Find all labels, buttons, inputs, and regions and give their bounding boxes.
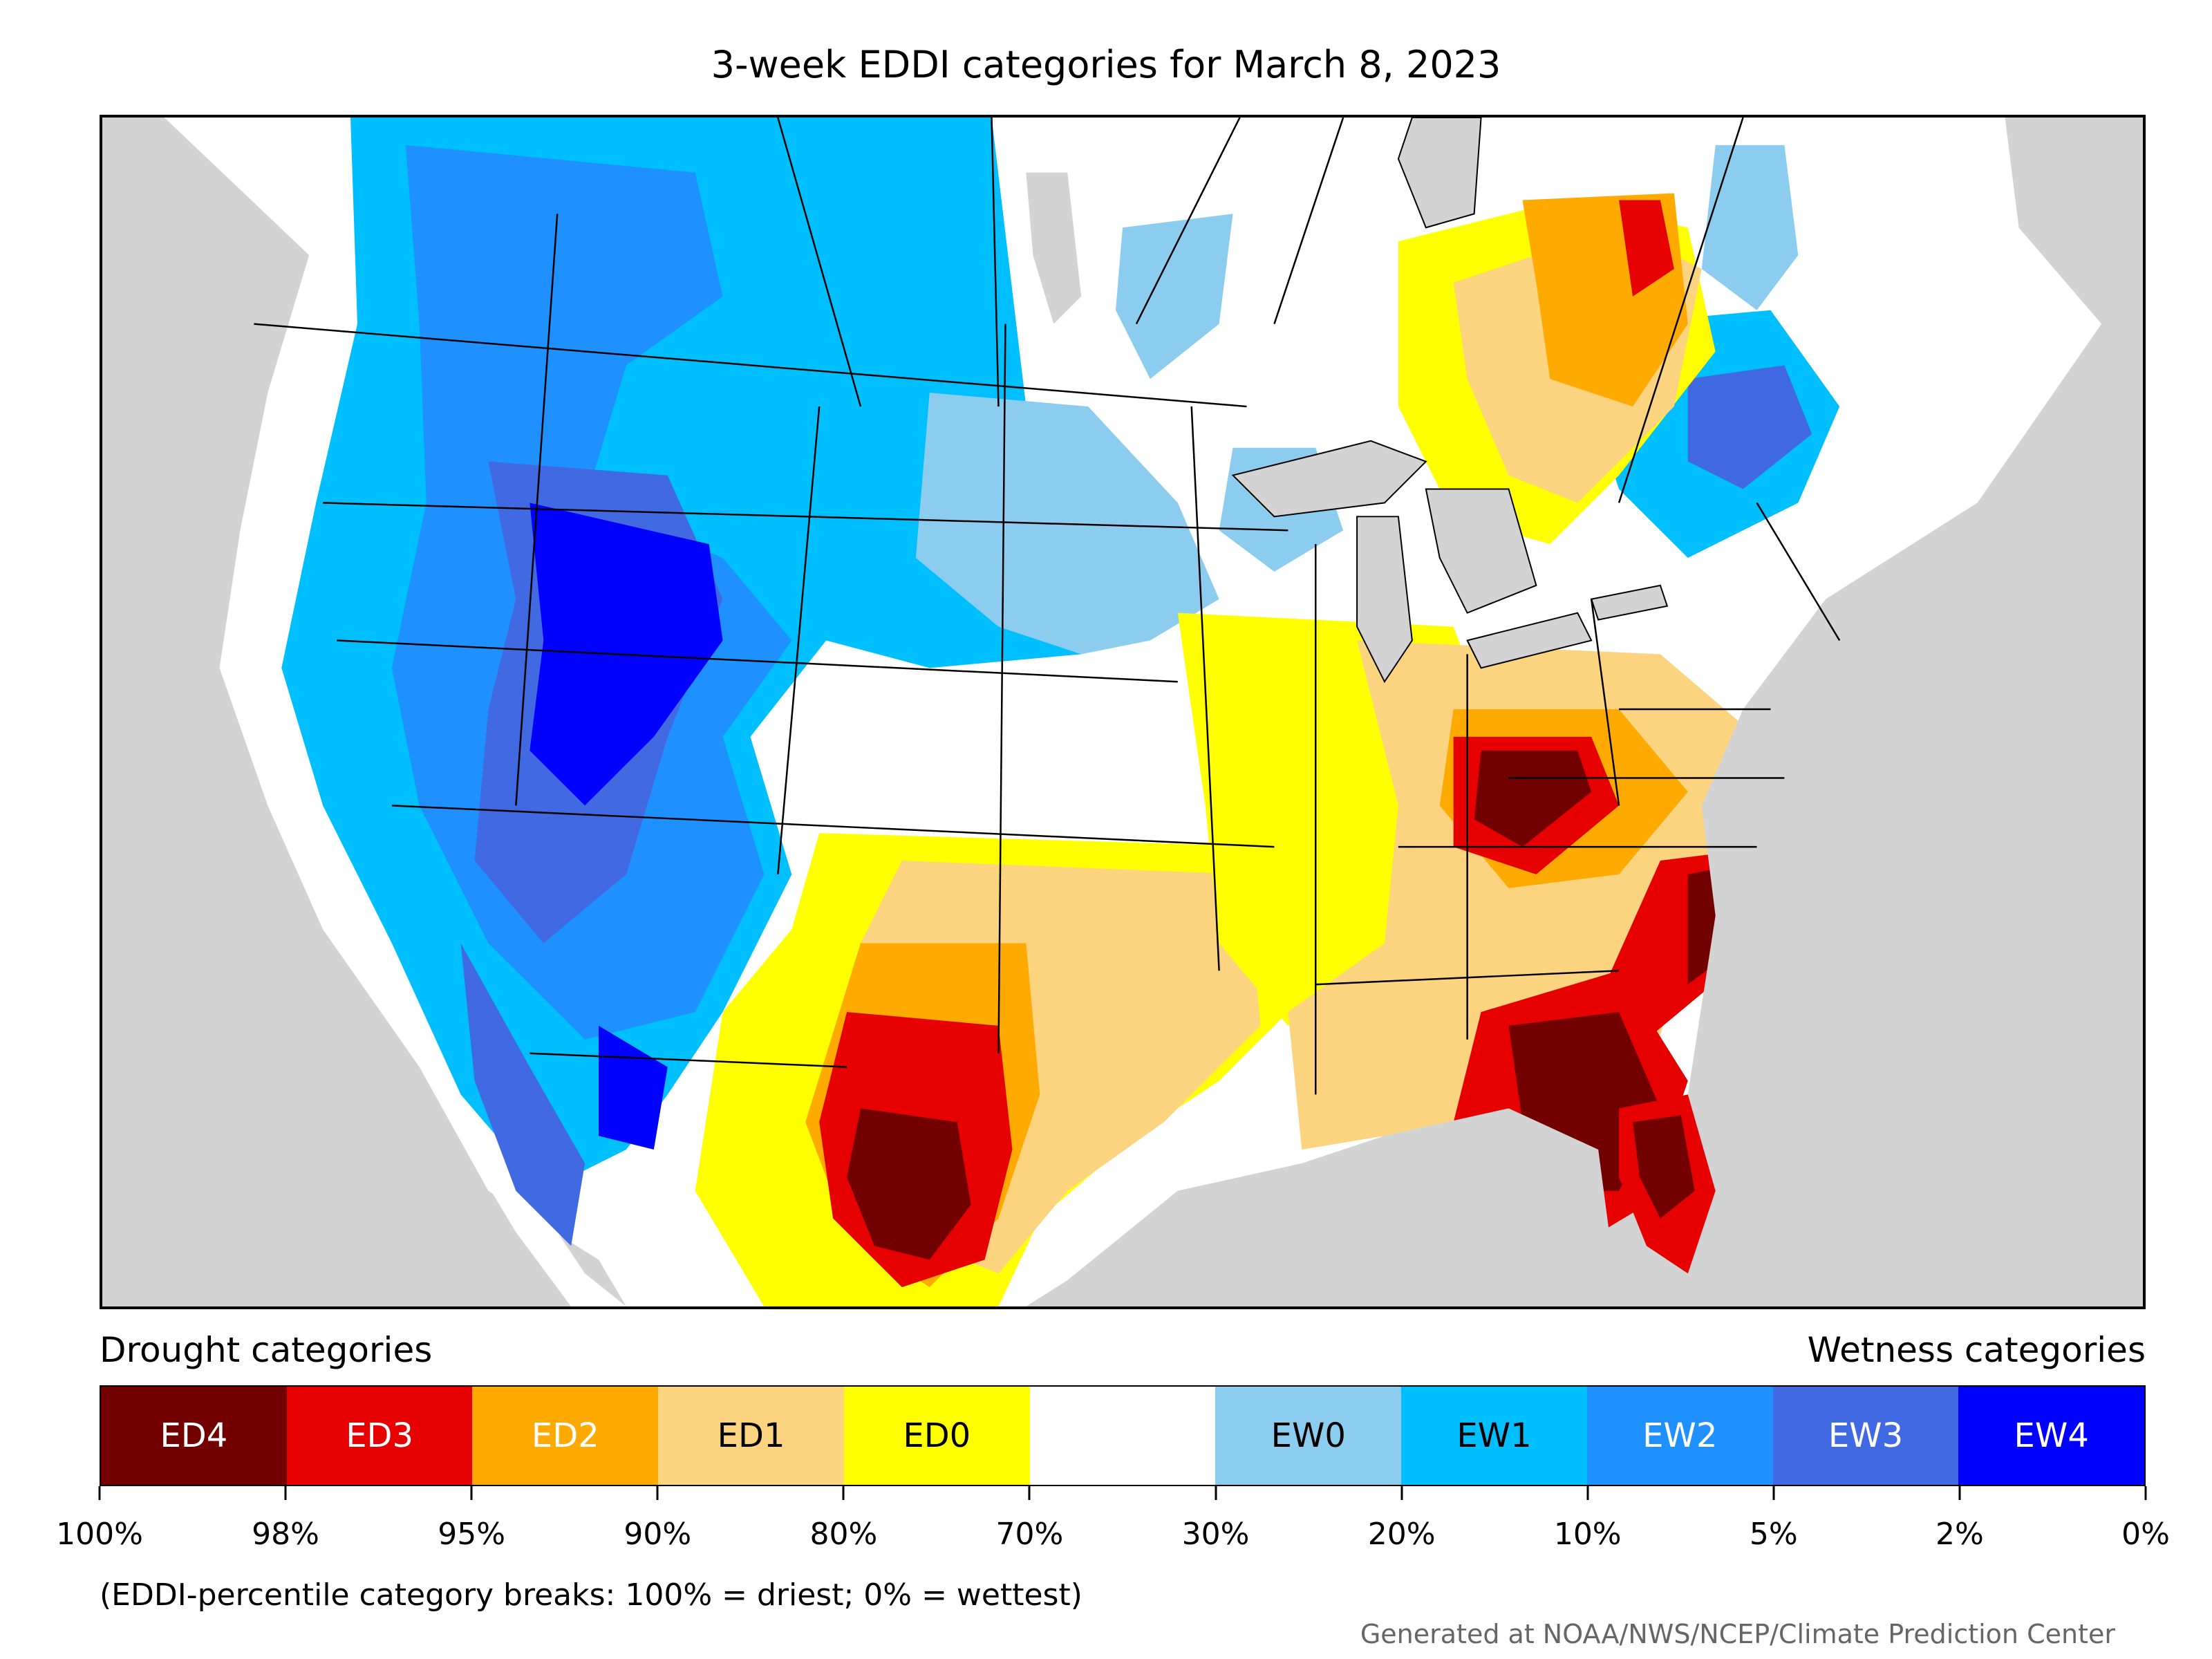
lake-erie: [1466, 612, 1593, 669]
colorbar-tick-label: 20%: [1367, 1517, 1436, 1552]
colorbar-tick-label: 5%: [1749, 1517, 1798, 1552]
colorbar-cell-ew2: EW2: [1586, 1387, 1773, 1485]
colorbar-tick: [1586, 1486, 1589, 1500]
atlantic-ocean: [1687, 324, 2143, 1306]
colorbar-tick-label: 70%: [995, 1517, 1064, 1552]
ohio-ed4: [1474, 750, 1592, 847]
colorbar-tick: [284, 1486, 287, 1500]
gulf-of-mexico: [1026, 1108, 1620, 1306]
colorbar-tick: [1772, 1486, 1775, 1500]
eddi-map: [100, 115, 2146, 1309]
lake-superior: [1231, 440, 1427, 518]
colorbar-cell-ed1: ED1: [658, 1387, 844, 1485]
colorbar-cell-ew1: EW1: [1401, 1387, 1587, 1485]
colorbar-tick-label: 98%: [252, 1517, 319, 1552]
baja-wet-ew3: [460, 943, 585, 1246]
colorbar-tick-label: 80%: [809, 1517, 878, 1552]
colorbar-tick: [656, 1486, 659, 1500]
lake-michigan: [1356, 516, 1413, 684]
colorbar-tick: [842, 1486, 845, 1500]
quebec-wet-ew0: [1701, 144, 1799, 310]
ontario-ed3: [1619, 200, 1674, 297]
colorbar-tick-label: 100%: [56, 1517, 143, 1552]
lake-huron: [1425, 488, 1537, 614]
hudson-bay: [1397, 118, 1482, 229]
wetness-categories-label: Wetness categories: [1807, 1330, 2146, 1370]
colorbar-tick-label: 2%: [1936, 1517, 1984, 1552]
colorbar-tick: [1400, 1486, 1403, 1500]
drought-categories-label: Drought categories: [100, 1330, 433, 1370]
colorbar-cell-ed3: ED3: [286, 1387, 473, 1485]
colorbar-tick: [470, 1486, 473, 1500]
colorbar-tick-label: 90%: [624, 1517, 692, 1552]
colorbar-tick: [1215, 1486, 1217, 1500]
texas-ed4: [847, 1108, 971, 1260]
colorbar-tick-label: 30%: [1181, 1517, 1250, 1552]
colorbar-tick-label: 95%: [438, 1517, 506, 1552]
category-breaks-note: (EDDI-percentile category breaks: 100% =…: [100, 1577, 1082, 1613]
colorbar-ticks: [98, 1486, 2147, 1503]
colorbar-cell-ew0: EW0: [1215, 1387, 1402, 1485]
colorbar-cell-ed4: ED4: [101, 1387, 287, 1485]
map-canvas: [164, 118, 2143, 1306]
colorbar-cell-normal: [1029, 1387, 1216, 1485]
colorbar-tick-label: 0%: [2121, 1517, 2170, 1552]
colorbar-tick: [2144, 1486, 2147, 1500]
colorbar-cell-ed2: ED2: [472, 1387, 659, 1485]
category-colorbar: ED4 ED3 ED2 ED1 ED0 EW0 EW1 EW2 EW3 EW4: [100, 1385, 2146, 1486]
florida-ed4: [1633, 1115, 1695, 1219]
colorbar-tick-label: 10%: [1553, 1517, 1622, 1552]
colorbar-cell-ed0: ED0: [843, 1387, 1030, 1485]
colorbar-cell-ew4: EW4: [1958, 1387, 2145, 1485]
lake-ontario: [1590, 584, 1669, 621]
colorbar-tick: [1958, 1486, 1961, 1500]
credit-line: Generated at NOAA/NWS/NCEP/Climate Predi…: [1360, 1619, 2115, 1649]
colorbar-tick: [98, 1486, 101, 1500]
colorbar-cell-ew3: EW3: [1772, 1387, 1959, 1485]
map-title: 3-week EDDI categories for March 8, 2023: [711, 43, 1501, 86]
baja-land: [460, 1094, 626, 1306]
northeast-wet-ew3: [1687, 365, 1812, 489]
lake-winnipeg: [1026, 172, 1082, 324]
state-boundaries: [254, 118, 1841, 1095]
colorbar-tick: [1028, 1486, 1031, 1500]
canada-wet-ew0: [1116, 214, 1233, 379]
